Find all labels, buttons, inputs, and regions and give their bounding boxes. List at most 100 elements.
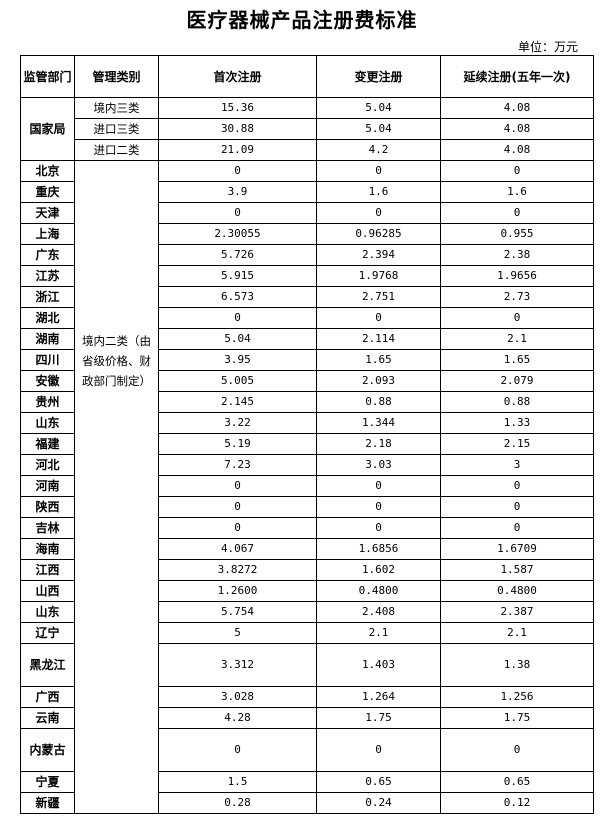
dept-cell: 四川 [20, 349, 75, 371]
dept-cell: 山东 [20, 601, 75, 623]
dept-cell: 湖北 [20, 307, 75, 329]
dept-cell: 黑龙江 [20, 643, 75, 687]
change-fee-cell: 2.18 [316, 433, 441, 455]
renewal-fee-cell: 1.75 [440, 707, 594, 729]
first-fee-cell: 0 [158, 307, 317, 329]
category-cell: 进口二类 [74, 139, 159, 161]
dept-cell: 福建 [20, 433, 75, 455]
first-fee-cell: 3.312 [158, 643, 317, 687]
change-fee-cell: 2.093 [316, 370, 441, 392]
table-row: 黑龙江 3.312 1.403 1.38 [20, 643, 594, 687]
renewal-fee-cell: 0 [440, 307, 594, 329]
change-fee-cell: 0 [316, 160, 441, 182]
renewal-fee-cell: 1.256 [440, 686, 594, 708]
change-fee-cell: 0.65 [316, 771, 441, 793]
first-fee-cell: 0 [158, 202, 317, 224]
table-row: 海南 4.067 1.6856 1.6709 [20, 538, 594, 560]
first-fee-cell: 1.5 [158, 771, 317, 793]
renewal-fee-cell: 1.6709 [440, 538, 594, 560]
first-fee-cell: 3.22 [158, 412, 317, 434]
change-fee-cell: 2.1 [316, 622, 441, 644]
renewal-fee-cell: 2.387 [440, 601, 594, 623]
first-fee-cell: 4.28 [158, 707, 317, 729]
change-fee-cell: 2.114 [316, 328, 441, 350]
change-fee-cell: 5.04 [316, 97, 441, 119]
renewal-fee-cell: 0 [440, 517, 594, 539]
dept-cell: 宁夏 [20, 771, 75, 793]
renewal-fee-cell: 2.079 [440, 370, 594, 392]
first-fee-cell: 0 [158, 517, 317, 539]
change-fee-cell: 3.03 [316, 454, 441, 476]
dept-cell: 山西 [20, 580, 75, 602]
renewal-fee-cell: 1.33 [440, 412, 594, 434]
first-fee-cell: 5.915 [158, 265, 317, 287]
change-fee-cell: 1.75 [316, 707, 441, 729]
table-row: 北京 境内二类（由省级价格、财政部门制定） 0 0 0 [20, 160, 594, 814]
header-renewal: 延续注册(五年一次) [440, 55, 594, 98]
change-fee-cell: 0.4800 [316, 580, 441, 602]
dept-cell: 内蒙古 [20, 728, 75, 772]
table-row: 江苏 5.915 1.9768 1.9656 [20, 265, 594, 287]
header-category: 管理类别 [74, 55, 159, 98]
dept-cell: 陕西 [20, 496, 75, 518]
fee-table: 监管部门 管理类别 首次注册 变更注册 延续注册(五年一次) 国家局 境内三类 15… [20, 55, 594, 814]
header-first: 首次注册 [158, 55, 317, 98]
change-fee-cell: 4.2 [316, 139, 441, 161]
table-row: 山西 1.2600 0.4800 0.4800 [20, 580, 594, 602]
first-fee-cell: 2.145 [158, 391, 317, 413]
renewal-fee-cell: 1.38 [440, 643, 594, 687]
table-row: 安徽 5.005 2.093 2.079 [20, 370, 594, 392]
table-row: 湖北 0 0 0 [20, 307, 594, 329]
dept-cell: 河南 [20, 475, 75, 497]
dept-cell: 国家局 [20, 97, 75, 161]
renewal-fee-cell: 0 [440, 496, 594, 518]
dept-cell: 湖南 [20, 328, 75, 350]
renewal-fee-cell: 0 [440, 728, 594, 772]
dept-cell: 广东 [20, 244, 75, 266]
first-fee-cell: 7.23 [158, 454, 317, 476]
first-fee-cell: 3.8272 [158, 559, 317, 581]
change-fee-cell: 0 [316, 496, 441, 518]
first-fee-cell: 15.36 [158, 97, 317, 119]
dept-cell: 海南 [20, 538, 75, 560]
table-row: 宁夏 1.5 0.65 0.65 [20, 771, 594, 793]
table-row: 进口二类 21.09 4.2 4.08 [21, 139, 594, 161]
first-fee-cell: 3.028 [158, 686, 317, 708]
change-fee-cell: 1.9768 [316, 265, 441, 287]
first-fee-cell: 0 [158, 475, 317, 497]
first-fee-cell: 5.754 [158, 601, 317, 623]
table-row: 贵州 2.145 0.88 0.88 [20, 391, 594, 413]
dept-cell: 天津 [20, 202, 75, 224]
first-fee-cell: 1.2600 [158, 580, 317, 602]
change-fee-cell: 1.602 [316, 559, 441, 581]
header-row: 监管部门 管理类别 首次注册 变更注册 延续注册(五年一次) [20, 55, 594, 98]
first-fee-cell: 4.067 [158, 538, 317, 560]
renewal-fee-cell: 4.08 [440, 97, 594, 119]
dept-cell: 山东 [20, 412, 75, 434]
category-cell: 进口三类 [74, 118, 159, 140]
dept-cell: 浙江 [20, 286, 75, 308]
table-row: 江西 3.8272 1.602 1.587 [20, 559, 594, 581]
change-fee-cell: 1.65 [316, 349, 441, 371]
renewal-fee-cell: 2.1 [440, 328, 594, 350]
dept-cell: 安徽 [20, 370, 75, 392]
dept-cell: 新疆 [20, 792, 75, 814]
change-fee-cell: 2.408 [316, 601, 441, 623]
dept-cell: 贵州 [20, 391, 75, 413]
dept-cell: 辽宁 [20, 622, 75, 644]
first-fee-cell: 30.88 [158, 118, 317, 140]
first-fee-cell: 2.30055 [158, 223, 317, 245]
renewal-fee-cell: 0.65 [440, 771, 594, 793]
change-fee-cell: 0.24 [316, 792, 441, 814]
change-fee-cell: 0 [316, 728, 441, 772]
renewal-fee-cell: 1.587 [440, 559, 594, 581]
first-fee-cell: 5.726 [158, 244, 317, 266]
renewal-fee-cell: 2.15 [440, 433, 594, 455]
renewal-fee-cell: 3 [440, 454, 594, 476]
first-fee-cell: 5 [158, 622, 317, 644]
change-fee-cell: 2.394 [316, 244, 441, 266]
renewal-fee-cell: 4.08 [440, 139, 594, 161]
page-title: 医疗器械产品注册费标准 [186, 8, 418, 32]
table-row: 陕西 0 0 0 [20, 496, 594, 518]
table-row: 辽宁 5 2.1 2.1 [20, 622, 594, 644]
